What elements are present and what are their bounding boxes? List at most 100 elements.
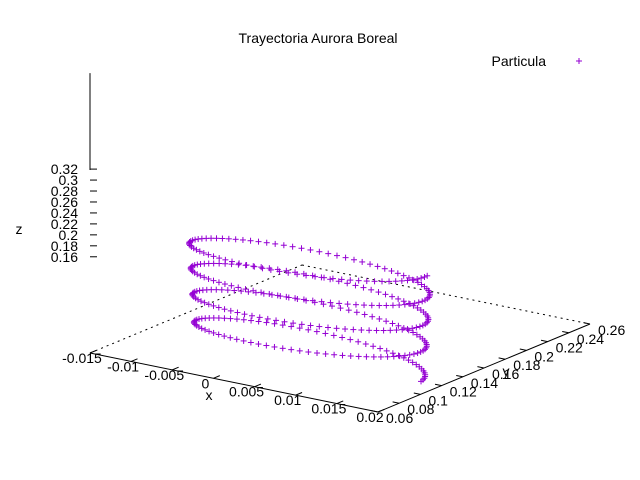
data-point xyxy=(255,238,262,245)
data-point xyxy=(277,293,284,300)
data-point xyxy=(280,242,287,249)
data-point xyxy=(405,274,412,281)
data-point xyxy=(318,298,325,305)
data-point xyxy=(330,332,337,339)
x-tick-label: -0.01 xyxy=(107,358,139,374)
data-point xyxy=(210,253,217,260)
data-point xyxy=(324,324,331,331)
data-point xyxy=(205,251,212,258)
data-point xyxy=(347,277,354,284)
data-point xyxy=(401,301,408,308)
data-point xyxy=(305,326,312,333)
data-point xyxy=(322,330,329,337)
x-tick-label: -0.015 xyxy=(62,350,102,366)
data-point xyxy=(294,271,301,278)
data-point xyxy=(198,298,205,305)
data-point xyxy=(388,268,395,275)
data-point xyxy=(250,263,257,270)
data-point xyxy=(259,265,266,272)
data-point xyxy=(384,353,391,360)
data-point xyxy=(239,236,246,243)
data-point xyxy=(274,292,281,299)
data-point xyxy=(266,290,273,297)
data-point xyxy=(414,350,421,357)
x-tick-mark xyxy=(130,358,138,362)
data-point xyxy=(255,341,262,348)
x-tick-mark xyxy=(213,375,220,379)
x-tick-mark xyxy=(89,349,97,354)
data-point xyxy=(395,295,402,302)
data-point xyxy=(210,302,217,309)
data-point xyxy=(368,302,375,309)
data-point xyxy=(394,270,401,277)
data-point xyxy=(195,236,202,243)
data-point xyxy=(371,278,378,285)
data-point xyxy=(355,353,362,360)
data-point xyxy=(215,279,222,286)
back-edge-left xyxy=(89,264,303,354)
data-point xyxy=(386,278,393,285)
data-point xyxy=(288,346,295,353)
x-tick-label: 0.005 xyxy=(229,384,264,400)
data-point xyxy=(216,255,223,262)
data-point xyxy=(413,361,420,368)
data-point xyxy=(298,245,305,252)
data-point xyxy=(240,316,247,323)
data-point xyxy=(410,329,417,336)
data-point xyxy=(242,286,249,293)
data-point xyxy=(417,333,424,340)
y-tick-label: 0.22 xyxy=(556,340,583,356)
data-point xyxy=(195,324,202,331)
data-point xyxy=(351,256,358,263)
data-point xyxy=(366,327,373,334)
data-point xyxy=(342,254,349,261)
data-point xyxy=(197,272,204,279)
y-tick-label: 0.24 xyxy=(577,331,604,347)
data-point xyxy=(316,323,323,330)
data-point xyxy=(358,327,365,334)
data-point xyxy=(236,260,243,267)
data-point xyxy=(303,272,310,279)
data-point xyxy=(389,350,396,357)
data-point xyxy=(296,347,303,354)
data-point xyxy=(248,312,255,319)
data-point xyxy=(196,287,203,294)
data-point xyxy=(329,275,336,282)
data-point xyxy=(375,289,382,296)
y-tick-label: 0.08 xyxy=(407,401,434,417)
y-axis-label: y xyxy=(503,363,510,379)
data-point xyxy=(309,297,316,304)
data-point xyxy=(370,353,377,360)
data-point xyxy=(235,261,242,268)
z-tick-label: 0.32 xyxy=(51,161,78,177)
data-point xyxy=(389,293,396,300)
data-point xyxy=(400,272,407,279)
data-point xyxy=(396,302,403,309)
data-point xyxy=(338,276,345,283)
y-tick-mark xyxy=(583,322,591,325)
data-point xyxy=(377,345,384,352)
y-tick-label: 0.12 xyxy=(450,384,477,400)
data-point xyxy=(374,263,381,270)
data-point xyxy=(416,363,423,370)
x-tick-mark xyxy=(254,383,262,388)
data-point xyxy=(233,336,240,343)
data-point xyxy=(264,315,271,322)
data-point xyxy=(367,261,374,268)
data-point xyxy=(260,290,267,297)
data-point xyxy=(362,341,369,348)
data-point xyxy=(281,318,288,325)
data-point xyxy=(222,256,229,263)
x-tick-label: 0.01 xyxy=(274,392,301,408)
data-point xyxy=(380,327,387,334)
data-point xyxy=(360,284,367,291)
z-tick-label: 0.28 xyxy=(51,183,78,199)
data-point xyxy=(393,327,400,334)
data-point xyxy=(353,309,360,316)
data-point xyxy=(400,298,407,305)
data-point xyxy=(415,299,422,306)
data-point xyxy=(296,325,303,332)
data-point xyxy=(314,350,321,357)
data-point xyxy=(233,316,240,323)
